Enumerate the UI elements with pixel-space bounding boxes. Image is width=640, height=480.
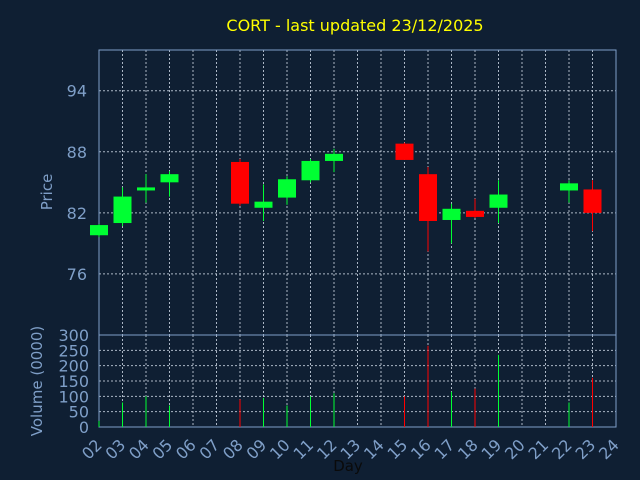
x-tick-24: 24 bbox=[595, 435, 623, 463]
price-ytick-82: 82 bbox=[67, 204, 87, 223]
candle-body-09 bbox=[254, 201, 273, 208]
volume-ytick-250: 250 bbox=[58, 341, 89, 360]
candle-body-23 bbox=[583, 189, 602, 213]
volume-ytick-150: 150 bbox=[58, 372, 89, 391]
candle-body-19 bbox=[489, 194, 508, 208]
candle-body-08 bbox=[231, 161, 249, 204]
candle-body-02 bbox=[90, 225, 108, 236]
volume-ytick-0: 0 bbox=[79, 418, 89, 437]
candle-body-12 bbox=[325, 153, 343, 161]
volume-ytick-50: 50 bbox=[69, 403, 89, 422]
candle-body-04 bbox=[137, 187, 155, 191]
candle-body-22 bbox=[560, 183, 578, 191]
volume-ytick-200: 200 bbox=[58, 357, 89, 376]
price-frame bbox=[98, 49, 617, 336]
price-axis-label: Price bbox=[38, 174, 56, 211]
price-ytick-94: 94 bbox=[67, 82, 87, 101]
volume-ytick-300: 300 bbox=[58, 326, 89, 345]
price-ytick-88: 88 bbox=[67, 143, 87, 162]
candle-body-16 bbox=[419, 174, 437, 221]
chart-title: CORT - last updated 23/12/2025 bbox=[226, 16, 483, 35]
candle-body-17 bbox=[442, 208, 461, 220]
candle-body-11 bbox=[301, 160, 320, 181]
volume-frame bbox=[98, 334, 617, 428]
candle-body-18 bbox=[466, 210, 484, 217]
candle-body-15 bbox=[395, 143, 414, 160]
candle-body-05 bbox=[160, 174, 179, 183]
x-axis-label: Day bbox=[333, 457, 363, 475]
candle-body-03 bbox=[113, 196, 132, 224]
price-ytick-76: 76 bbox=[67, 265, 87, 284]
volume-axis-label: Volume (0000) bbox=[28, 326, 46, 436]
candle-body-10 bbox=[278, 179, 296, 198]
volume-ytick-100: 100 bbox=[58, 387, 89, 406]
